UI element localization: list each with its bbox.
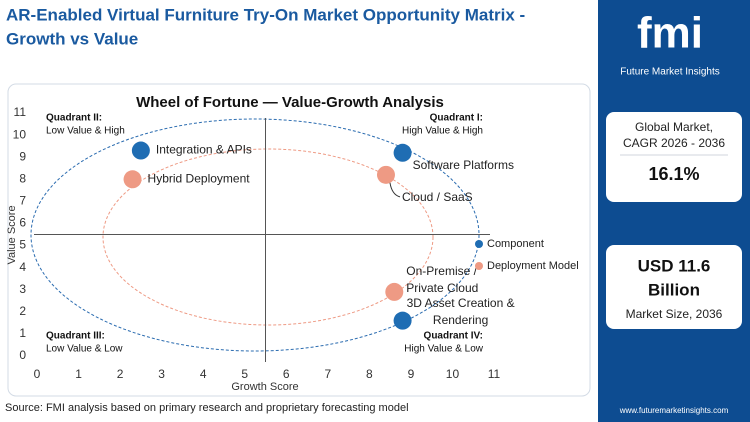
x-tick-label: 2 (117, 367, 124, 381)
x-tick-label: 5 (241, 367, 248, 381)
stat-value: USD 11.6 (638, 256, 711, 275)
y-tick-label: 3 (19, 282, 26, 296)
y-tick-label: 8 (19, 171, 26, 185)
x-tick-label: 10 (446, 367, 460, 381)
quadrant-text: Low Value & High (46, 126, 125, 137)
stat-card (606, 245, 742, 329)
logo: fmi (637, 9, 703, 58)
stat-card (606, 112, 742, 202)
quadrant-title: Quadrant III: (46, 331, 105, 342)
chart-frame (7, 83, 591, 397)
point-label: Private Cloud (406, 281, 478, 295)
point-label: On-Premise / (406, 264, 477, 278)
bubble (393, 311, 412, 330)
y-tick-label: 1 (19, 326, 26, 340)
quadrant-text: Low Value & Low (46, 344, 123, 355)
y-tick-label: 11 (14, 105, 27, 119)
bubble (376, 165, 395, 184)
sidebar (598, 0, 750, 422)
point-label: Cloud / SaaS (402, 190, 473, 204)
quadrant-text: High Value & High (402, 126, 483, 137)
x-tick-label: 4 (200, 367, 207, 381)
bubble (385, 282, 404, 301)
legend-label: Deployment Model (487, 260, 579, 272)
quadrant-text: High Value & Low (404, 344, 484, 355)
header-title: Growth vs Value (6, 29, 138, 48)
leader-line (389, 182, 401, 198)
x-tick-label: 6 (283, 367, 290, 381)
url: www.futuremarketinsights.com (619, 406, 729, 415)
point-label: 3D Asset Creation & (407, 296, 515, 310)
point-label: Integration & APIs (156, 143, 252, 157)
x-tick-label: 9 (408, 367, 415, 381)
x-tick-label: 1 (75, 367, 82, 381)
quadrant-title: Quadrant II: (46, 113, 102, 124)
inner-ring (102, 148, 434, 326)
legend-label: Component (487, 238, 544, 250)
brand: Future Market Insights (620, 67, 719, 78)
y-tick-label: 4 (19, 260, 26, 274)
stat-value: 16.1% (648, 164, 699, 184)
y-tick-label: 9 (19, 149, 26, 163)
source: Source: FMI analysis based on primary re… (5, 402, 409, 414)
y-tick-label: 2 (19, 304, 26, 318)
x-tick-label: 3 (158, 367, 165, 381)
stat-value: Billion (648, 280, 700, 299)
header-title: AR-Enabled Virtual Furniture Try-On Mark… (6, 5, 525, 24)
legend-swatch (475, 262, 483, 270)
x-tick-label: 7 (324, 367, 331, 381)
stat-label: Market Size, 2036 (626, 307, 723, 321)
quadrant-title: Quadrant IV: (424, 331, 483, 342)
y-axis-label: Value Score (6, 205, 18, 264)
x-axis-label: Growth Score (231, 381, 298, 393)
x-tick-label: 11 (488, 367, 501, 381)
quadrant-title: Quadrant I: (430, 113, 483, 124)
bubble (393, 143, 412, 162)
y-tick-label: 10 (13, 127, 27, 141)
point-label: Software Platforms (413, 158, 514, 172)
legend-swatch (475, 240, 483, 248)
y-tick-label: 7 (19, 194, 26, 208)
y-tick-label: 0 (19, 348, 26, 362)
bubble (131, 141, 150, 160)
stat-label: Global Market, (635, 120, 713, 134)
y-tick-label: 6 (19, 216, 26, 230)
chart-title: Wheel of Fortune — Value-Growth Analysis (136, 94, 444, 111)
y-tick-label: 5 (19, 238, 26, 252)
x-tick-label: 8 (366, 367, 373, 381)
stat-label: CAGR 2026 - 2036 (623, 136, 725, 150)
bubble (123, 170, 142, 189)
x-tick-label: 0 (34, 367, 41, 381)
point-label: Hybrid Deployment (148, 171, 251, 185)
point-label: Rendering (433, 313, 488, 327)
